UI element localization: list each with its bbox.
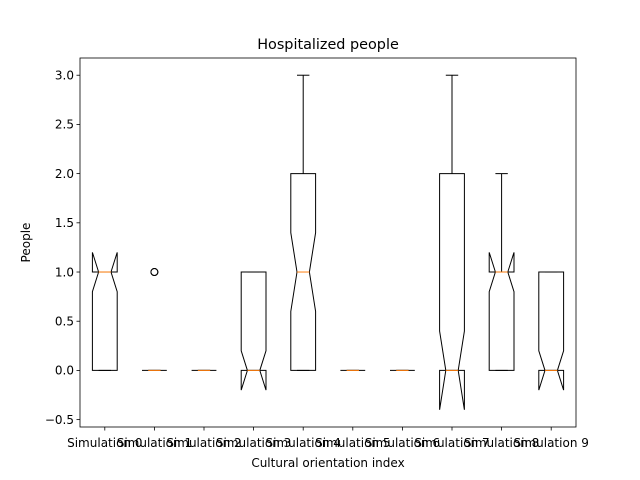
- box-body: [439, 173, 465, 410]
- x-tick-label: Simulation 3: [216, 436, 291, 450]
- box-0: [91, 252, 118, 371]
- box-4: [290, 74, 317, 371]
- y-tick-label: 3.0: [55, 69, 74, 83]
- x-tick-label: Simulation 1: [117, 436, 192, 450]
- x-tick-label: Simulation 6: [365, 436, 440, 450]
- x-tick-label: Simulation 2: [166, 436, 241, 450]
- y-tick-label: 2.0: [55, 167, 74, 181]
- y-tick-label: 0.0: [55, 364, 74, 378]
- outlier-point: [150, 268, 159, 277]
- y-tick-label: 2.5: [55, 118, 74, 132]
- x-tick-label: Simulation 5: [315, 436, 390, 450]
- y-axis-label: People: [19, 223, 33, 263]
- x-tick-label: Simulation 7: [414, 436, 489, 450]
- x-tick-label: Simulation 4: [266, 436, 341, 450]
- box-1: [142, 268, 167, 371]
- x-tick-label: Simulation 9: [514, 436, 589, 450]
- y-axis-ticks: −0.5 0.0 0.5 1.0 1.5 2.0 2.5 3.0: [45, 69, 80, 427]
- y-tick-label: −0.5: [45, 413, 74, 427]
- chart-title: Hospitalized people: [257, 37, 399, 53]
- box-body: [488, 252, 515, 371]
- box-3: [240, 271, 267, 391]
- box-8: [488, 173, 515, 371]
- plot-frame: [79, 57, 577, 428]
- y-tick-label: 1.5: [55, 216, 74, 230]
- x-axis-label: Cultural orientation index: [251, 456, 404, 470]
- box-marks: [91, 74, 565, 410]
- x-tick-label: Simulation 8: [464, 436, 539, 450]
- box-body: [91, 252, 118, 371]
- x-tick-label: Simulation 0: [67, 436, 142, 450]
- box-body: [538, 271, 565, 391]
- y-tick-label: 0.5: [55, 315, 74, 329]
- y-tick-label: 1.0: [55, 265, 74, 279]
- box-7: [439, 74, 465, 410]
- box-body: [240, 271, 267, 391]
- box-9: [538, 271, 565, 391]
- box-body: [290, 173, 317, 371]
